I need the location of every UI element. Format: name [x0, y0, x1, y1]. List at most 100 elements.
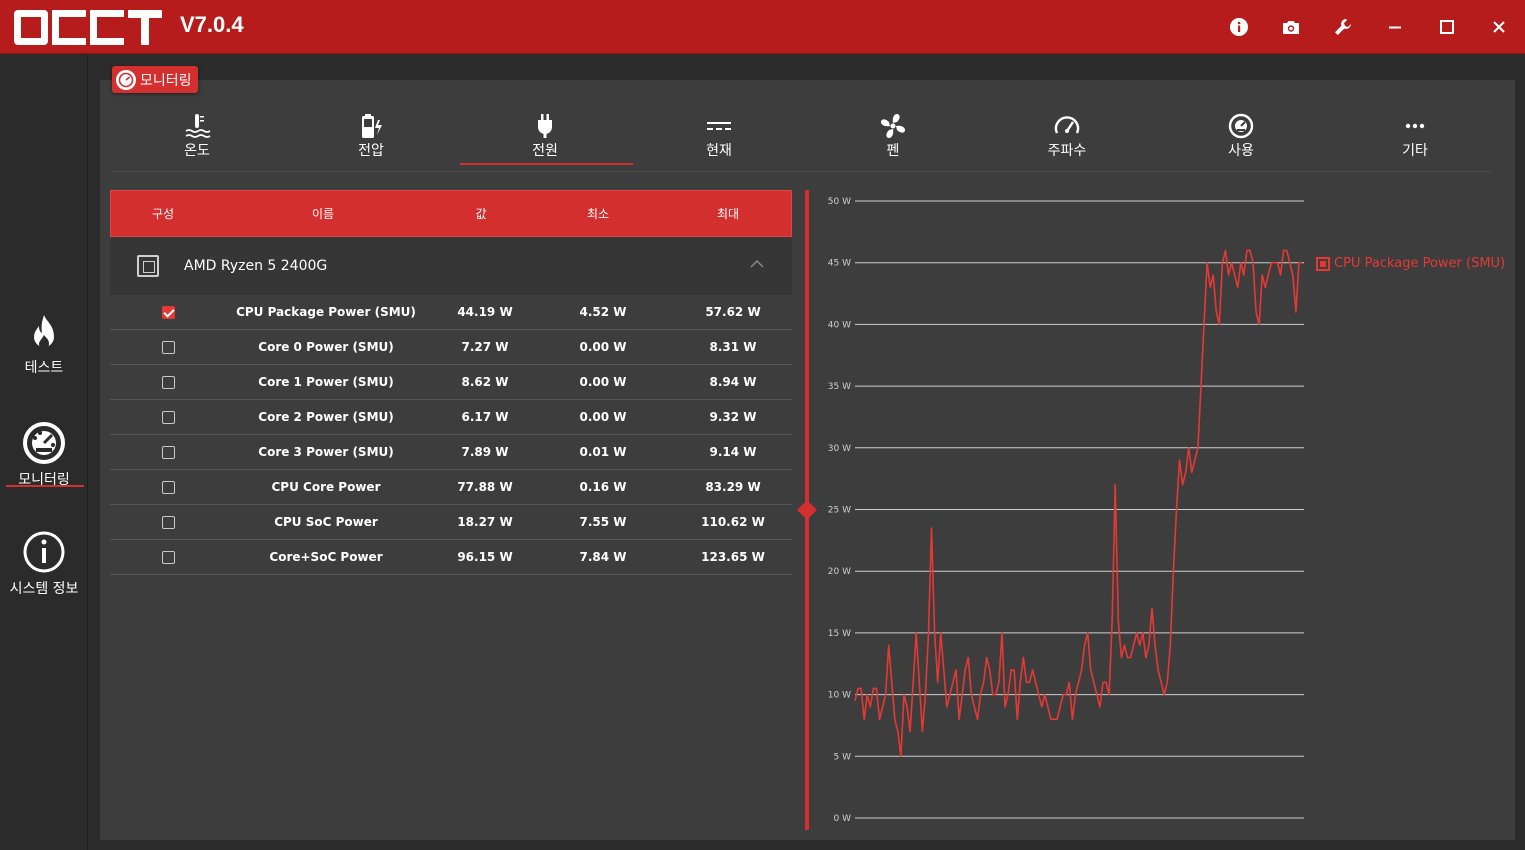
- table-row[interactable]: Core 3 Power (SMU) 7.89 W 0.01 W 9.14 W: [110, 435, 792, 470]
- sensor-name: Core 0 Power (SMU): [258, 340, 394, 354]
- header-name[interactable]: 이름: [311, 207, 335, 221]
- sensor-value: 6.17 W: [461, 410, 509, 424]
- y-tick-label: 40 W: [828, 320, 851, 330]
- row-checkbox[interactable]: [162, 340, 175, 354]
- header-min[interactable]: 최소: [586, 207, 610, 221]
- header-value[interactable]: 값: [475, 207, 487, 221]
- tab-frequency[interactable]: 주파수: [980, 108, 1154, 166]
- sidebar-item-monitoring[interactable]: 모니터링: [0, 421, 88, 489]
- group-checkbox[interactable]: [137, 255, 159, 277]
- sensor-name: CPU Core Power: [271, 480, 381, 494]
- sensor-name: Core 1 Power (SMU): [258, 375, 394, 389]
- y-tick-label: 20 W: [828, 567, 851, 577]
- wrench-icon[interactable]: [1330, 14, 1356, 40]
- sensor-max: 9.32 W: [709, 410, 757, 424]
- row-checkbox[interactable]: [162, 375, 175, 389]
- sensor-value: 18.27 W: [457, 515, 513, 529]
- sensor-min: 0.00 W: [579, 375, 627, 389]
- row-checkbox[interactable]: [162, 480, 175, 494]
- title-bar: V7.0.4: [0, 0, 1525, 54]
- sidebar-item-test[interactable]: 테스트: [0, 313, 88, 377]
- y-tick-label: 5 W: [834, 752, 852, 762]
- tab-current[interactable]: 현재: [632, 108, 806, 166]
- tab-other[interactable]: 기타: [1328, 108, 1502, 166]
- sensor-value: 7.89 W: [461, 445, 509, 459]
- battery-voltage-icon: [362, 114, 382, 138]
- info-icon[interactable]: [1226, 14, 1252, 40]
- camera-icon[interactable]: [1278, 14, 1304, 40]
- sensor-name: Core+SoC Power: [269, 550, 383, 564]
- current-icon: [707, 122, 731, 130]
- fan-icon: [881, 114, 905, 138]
- row-checkbox[interactable]: [162, 550, 175, 564]
- gauge-icon: [116, 69, 136, 90]
- sensor-min: 0.16 W: [579, 480, 627, 494]
- table-row[interactable]: Core 2 Power (SMU) 6.17 W 0.00 W 9.32 W: [110, 400, 792, 435]
- tab-label: 주파수: [1047, 143, 1087, 159]
- table-row[interactable]: CPU SoC Power 18.27 W 7.55 W 110.62 W: [110, 505, 792, 540]
- sensor-table: 구성 이름 값 최소 최대 AMD Ryzen 5 2400G CPU Pack…: [110, 190, 792, 575]
- sensor-min: 0.00 W: [579, 340, 627, 354]
- sensor-value: 7.27 W: [461, 340, 509, 354]
- table-row[interactable]: CPU Package Power (SMU) 44.19 W 4.52 W 57.6…: [110, 295, 792, 330]
- y-tick-label: 0 W: [834, 814, 852, 824]
- sensor-value: 77.88 W: [457, 480, 513, 494]
- power-plug-icon: [538, 114, 552, 138]
- table-row[interactable]: Core 1 Power (SMU) 8.62 W 0.00 W 8.94 W: [110, 365, 792, 400]
- sensor-min: 7.84 W: [579, 550, 627, 564]
- tab-label: 펜: [886, 143, 900, 159]
- active-tab-indicator: [460, 163, 633, 165]
- tab-temperature[interactable]: 온도: [110, 108, 284, 166]
- row-checkbox[interactable]: [162, 410, 175, 424]
- speedometer-icon: [1054, 116, 1080, 134]
- panel-tag: 모니터링: [112, 66, 198, 93]
- more-icon: [1405, 123, 1425, 129]
- table-row[interactable]: Core+SoC Power 96.15 W 7.84 W 123.65 W: [110, 540, 792, 575]
- gauge-icon: [23, 422, 65, 464]
- y-tick-label: 35 W: [828, 382, 851, 392]
- close-button[interactable]: [1486, 14, 1512, 40]
- category-tabs: 온도 전압 전원 현재 펜 주파수 사용 기타: [110, 108, 1492, 172]
- y-tick-label: 45 W: [828, 259, 851, 269]
- power-chart: 50 W 45 W 40 W 35 W 30 W 25 W 20 W 15 W 10 W 5 W 0…: [828, 197, 1304, 824]
- sensor-min: 0.00 W: [579, 410, 627, 424]
- group-name: AMD Ryzen 5 2400G: [184, 258, 328, 274]
- tab-usage[interactable]: 사용: [1154, 108, 1328, 166]
- header-max[interactable]: 최대: [716, 207, 740, 221]
- tab-label: 전압: [358, 143, 384, 159]
- table-row[interactable]: Core 0 Power (SMU) 7.27 W 0.00 W 8.31 W: [110, 330, 792, 365]
- sidebar-item-label: 테스트: [24, 360, 64, 376]
- active-indicator: [6, 485, 84, 487]
- sensor-value: 96.15 W: [457, 550, 513, 564]
- thermometer-icon: [185, 114, 211, 138]
- tab-power[interactable]: 전원: [458, 108, 632, 166]
- y-tick-label: 15 W: [828, 629, 851, 639]
- chevron-up-icon[interactable]: [750, 257, 764, 273]
- tab-voltage[interactable]: 전압: [284, 108, 458, 166]
- chart-legend[interactable]: CPU Package Power (SMU): [1316, 256, 1505, 271]
- maximize-button[interactable]: [1434, 14, 1460, 40]
- sensor-max: 110.62 W: [701, 515, 765, 529]
- y-tick-label: 30 W: [828, 444, 851, 454]
- legend-swatch: [1316, 256, 1330, 271]
- tab-label: 기타: [1402, 143, 1428, 159]
- row-checkbox[interactable]: [162, 305, 175, 319]
- row-checkbox[interactable]: [162, 515, 175, 529]
- table-row[interactable]: CPU Core Power 77.88 W 0.16 W 83.29 W: [110, 470, 792, 505]
- app-version: V7.0.4: [180, 12, 244, 37]
- sidebar-item-label: 시스템 정보: [9, 581, 79, 597]
- minimize-button[interactable]: [1382, 14, 1408, 40]
- sensor-min: 4.52 W: [579, 305, 627, 319]
- group-row[interactable]: AMD Ryzen 5 2400G: [110, 237, 792, 295]
- tab-fan[interactable]: 펜: [806, 108, 980, 166]
- sidebar-item-system-info[interactable]: 시스템 정보: [0, 530, 88, 598]
- tab-label: 사용: [1228, 143, 1254, 159]
- sensor-min: 7.55 W: [579, 515, 627, 529]
- sidebar-item-label: 모니터링: [18, 472, 70, 488]
- y-tick-label: 25 W: [828, 506, 851, 516]
- sensor-max: 83.29 W: [705, 480, 761, 494]
- flame-icon: [34, 315, 54, 349]
- header-config[interactable]: 구성: [151, 207, 175, 221]
- sidebar: 테스트 모니터링 시스템 정보: [0, 55, 88, 850]
- row-checkbox[interactable]: [162, 445, 175, 459]
